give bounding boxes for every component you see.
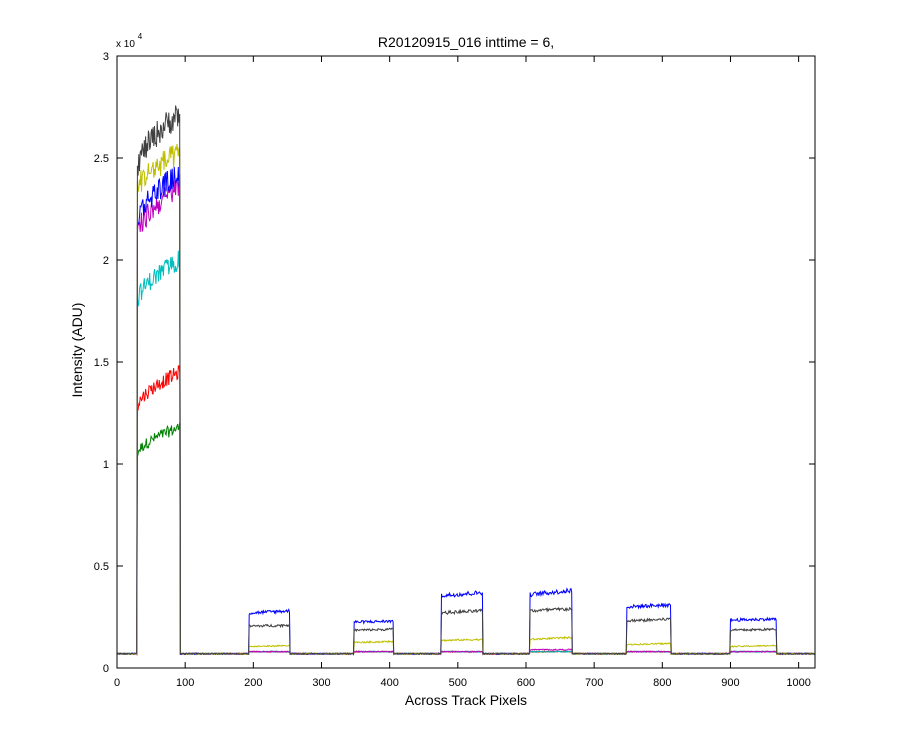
- x-tick-label: 300: [312, 677, 330, 689]
- y-tick-label: 3: [103, 51, 109, 63]
- tick-layer: 0 100 200 300 400 500 600 700 800 900 1000 0 0.5 1 1.5…: [94, 51, 815, 689]
- series-line-6: [116, 422, 816, 656]
- x-tick-label: 500: [449, 677, 467, 689]
- y-axis-label: Intensity (ADU): [69, 303, 85, 398]
- y-axis-exponent-power: 4: [138, 32, 143, 41]
- y-tick-label: 1: [103, 459, 109, 471]
- series-line-1: [116, 143, 816, 656]
- y-tick-label: 2.5: [94, 153, 109, 165]
- y-tick-label: 0: [103, 663, 109, 675]
- x-tick-label: 0: [114, 677, 120, 689]
- y-tick-label: 0.5: [94, 561, 109, 573]
- x-tick-label: 100: [176, 677, 194, 689]
- x-tick-label: 1000: [786, 677, 810, 689]
- chart-title: R20120915_016 inttime = 6,: [378, 34, 554, 50]
- axes-box: [116, 55, 816, 669]
- x-axis-label: Across Track Pixels: [405, 692, 527, 708]
- x-tick-label: 200: [244, 677, 262, 689]
- x-tick-label: 400: [380, 677, 398, 689]
- x-tick-label: 800: [653, 677, 671, 689]
- series-layer: [116, 105, 816, 657]
- y-axis-exponent: x 10 4: [116, 32, 143, 50]
- x-tick-label: 600: [517, 677, 535, 689]
- x-tick-label: 700: [585, 677, 603, 689]
- x-tick-label: 900: [721, 677, 739, 689]
- series-line-3: [116, 178, 816, 656]
- y-tick-label: 1.5: [94, 357, 109, 369]
- series-line-5: [116, 365, 816, 657]
- y-tick-label: 2: [103, 255, 109, 267]
- series-line-0: [116, 105, 816, 656]
- y-axis-exponent-base: x 10: [116, 39, 135, 50]
- series-line-2: [116, 166, 816, 656]
